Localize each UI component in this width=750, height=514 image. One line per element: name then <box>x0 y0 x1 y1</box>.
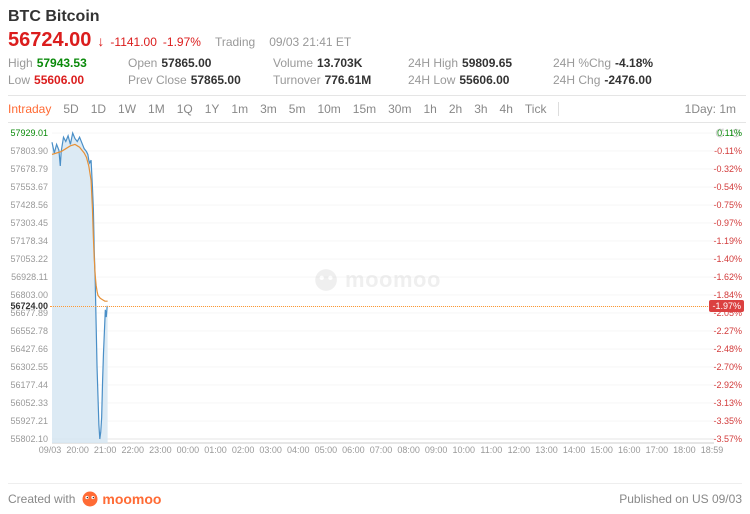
x-tick: 15:00 <box>590 445 613 455</box>
timeframe-10m[interactable]: 10m <box>317 102 340 116</box>
turnover-value: 776.61M <box>325 73 372 87</box>
price-chart <box>8 127 748 469</box>
h24chgpct-value: -4.18% <box>615 56 653 70</box>
stats-grid: High 57943.53 Low 55606.00 Open 57865.00 Pr… <box>8 56 746 87</box>
timeframe-1y[interactable]: 1Y <box>205 102 220 116</box>
x-tick: 07:00 <box>370 445 393 455</box>
stat-label: 24H %Chg <box>553 56 611 70</box>
stat-label: 24H High <box>408 56 458 70</box>
x-tick: 00:00 <box>177 445 200 455</box>
down-arrow-icon: ↓ <box>97 33 104 49</box>
x-tick: 09/03 <box>39 445 62 455</box>
timeframe-1q[interactable]: 1Q <box>177 102 193 116</box>
timeframe-4h[interactable]: 4h <box>500 102 513 116</box>
x-tick: 13:00 <box>535 445 558 455</box>
timeframe-15m[interactable]: 15m <box>353 102 376 116</box>
moomoo-icon <box>313 267 339 293</box>
timeframe-intraday[interactable]: Intraday <box>8 102 51 116</box>
x-tick: 14:00 <box>563 445 586 455</box>
x-axis: 09/0320:0021:0022:0023:0000:0001:0002:00… <box>50 445 712 459</box>
high-value: 57943.53 <box>37 56 87 70</box>
divider <box>558 102 559 116</box>
timeframe-3m[interactable]: 3m <box>260 102 277 116</box>
x-tick: 10:00 <box>452 445 475 455</box>
x-tick: 17:00 <box>646 445 669 455</box>
timeframe-30m[interactable]: 30m <box>388 102 411 116</box>
x-tick: 01:00 <box>204 445 227 455</box>
created-with-label: Created with <box>8 492 75 506</box>
timestamp: 09/03 21:41 ET <box>269 35 351 49</box>
moomoo-logo: moomoo <box>81 490 161 508</box>
moomoo-brand-text: moomoo <box>102 491 161 507</box>
change-absolute: -1141.00 <box>110 35 156 49</box>
stat-label: 24H Chg <box>553 73 600 87</box>
watermark: moomoo <box>313 267 441 293</box>
footer: Created with moomoo Published on US 09/0… <box>8 483 742 508</box>
published-label: Published on US 09/03 <box>619 492 742 506</box>
stat-label: Volume <box>273 56 313 70</box>
timeframe-1m[interactable]: 1M <box>148 102 165 116</box>
x-tick: 18:00 <box>673 445 696 455</box>
current-price-line <box>50 306 714 307</box>
x-tick: 03:00 <box>259 445 282 455</box>
timeframe-3h[interactable]: 3h <box>474 102 487 116</box>
symbol-title: BTC Bitcoin <box>8 8 746 26</box>
x-tick: 23:00 <box>149 445 172 455</box>
open-value: 57865.00 <box>161 56 211 70</box>
x-tick: 04:00 <box>287 445 310 455</box>
timeframe-1w[interactable]: 1W <box>118 102 136 116</box>
watermark-text: moomoo <box>345 267 441 293</box>
h24chg-value: -2476.00 <box>604 73 651 87</box>
h24low-value: 55606.00 <box>459 73 509 87</box>
stat-label: Low <box>8 73 30 87</box>
x-tick: 21:00 <box>94 445 117 455</box>
stat-label: High <box>8 56 33 70</box>
x-tick: 12:00 <box>508 445 531 455</box>
x-tick: 09:00 <box>425 445 448 455</box>
x-tick: 08:00 <box>397 445 420 455</box>
x-tick: 22:00 <box>121 445 144 455</box>
moomoo-icon <box>81 490 99 508</box>
x-tick: 20:00 <box>66 445 89 455</box>
x-tick: 06:00 <box>342 445 365 455</box>
x-tick: 11:00 <box>480 445 502 455</box>
x-tick: 18:59 <box>701 445 724 455</box>
current-pct-marker: -1.97% <box>709 300 744 312</box>
current-price: 56724.00 <box>8 29 91 52</box>
volume-value: 13.703K <box>317 56 362 70</box>
timeframe-1d[interactable]: 1D <box>91 102 106 116</box>
change-percent: -1.97% <box>163 35 201 49</box>
timeframe-2h[interactable]: 2h <box>449 102 462 116</box>
day-interval-label[interactable]: 1Day: 1m <box>685 102 746 116</box>
stat-label: Prev Close <box>128 73 187 87</box>
timeframe-tick[interactable]: Tick <box>525 102 547 116</box>
timeframe-5d[interactable]: 5D <box>63 102 78 116</box>
low-value: 55606.00 <box>34 73 84 87</box>
h24high-value: 59809.65 <box>462 56 512 70</box>
timeframe-5m[interactable]: 5m <box>289 102 306 116</box>
chart-area[interactable]: 57929.0157803.9057678.7957553.6757428.56… <box>8 127 746 469</box>
prevclose-value: 57865.00 <box>191 73 241 87</box>
stat-label: Turnover <box>273 73 321 87</box>
trading-status: Trading <box>215 35 255 49</box>
x-tick: 16:00 <box>618 445 641 455</box>
x-tick: 02:00 <box>232 445 255 455</box>
timeframe-1m[interactable]: 1m <box>231 102 248 116</box>
stat-label: 24H Low <box>408 73 455 87</box>
x-tick: 05:00 <box>315 445 338 455</box>
timeframe-bar: Intraday 5D 1D 1W 1M 1Q 1Y 1m 3m 5m 10m 15m 30m 1h 2h 3… <box>8 95 746 123</box>
price-row: 56724.00 ↓ -1141.00 -1.97% Trading 09/03… <box>8 29 746 52</box>
stat-label: Open <box>128 56 157 70</box>
timeframe-1h[interactable]: 1h <box>423 102 436 116</box>
